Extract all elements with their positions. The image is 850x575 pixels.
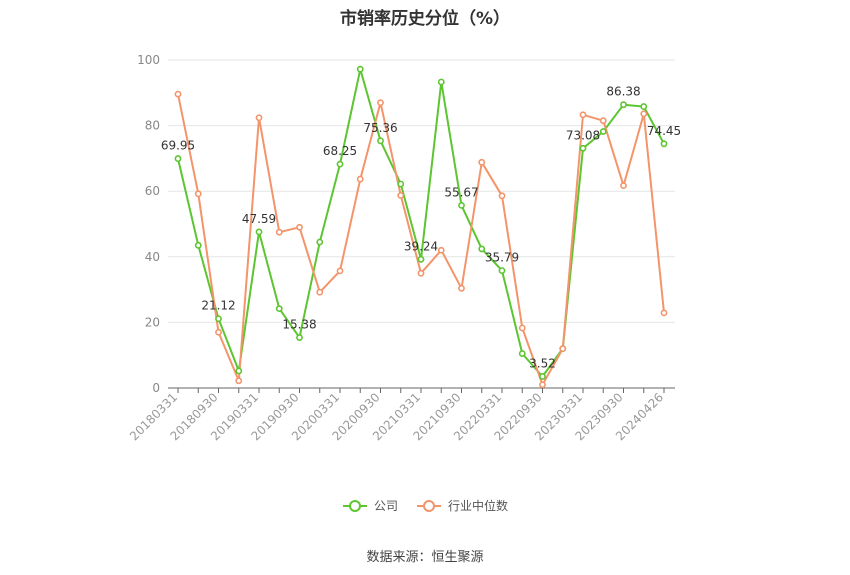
data-point — [620, 182, 627, 190]
data-point — [356, 175, 364, 183]
data-point — [255, 114, 263, 122]
data-point — [579, 111, 587, 119]
data-point — [539, 381, 546, 389]
data-point — [599, 117, 607, 125]
data-point — [660, 140, 668, 148]
data-label: 73.08 — [566, 128, 600, 142]
data-label: 3.52 — [529, 356, 556, 370]
data-point — [296, 223, 303, 231]
data-point — [377, 137, 384, 145]
data-point — [275, 228, 283, 236]
grid-lines — [168, 59, 675, 323]
y-tick-label: 20 — [145, 315, 160, 329]
legend-marker-industry-median-icon — [417, 499, 441, 512]
data-labels: 69.95 21.12 47.59 15.38 68.25 75.36 39.24 55.67… — [161, 85, 681, 371]
data-label: 74.45 — [647, 124, 681, 138]
data-label: 55.67 — [444, 185, 478, 199]
data-point — [316, 288, 324, 296]
data-point — [275, 305, 283, 313]
data-point — [640, 103, 648, 110]
source-note: 数据来源：恒生聚源 — [366, 550, 484, 565]
data-point — [620, 101, 627, 109]
data-point — [458, 202, 465, 209]
legend: 公司 行业中位数 — [0, 497, 850, 514]
data-label: 35.79 — [485, 251, 519, 265]
data-point — [437, 78, 445, 86]
data-point — [478, 158, 486, 166]
data-point — [377, 99, 384, 107]
data-label: 21.12 — [201, 299, 235, 313]
series-points — [174, 65, 668, 389]
data-point — [660, 309, 668, 317]
data-point — [336, 267, 344, 275]
data-point — [518, 324, 526, 332]
data-point — [417, 269, 425, 277]
legend-label-industry-median: 行业中位数 — [448, 499, 509, 513]
data-point — [235, 367, 243, 375]
data-point — [356, 65, 364, 73]
data-point — [579, 144, 587, 152]
data-point — [397, 180, 405, 188]
legend-marker-company-icon — [342, 499, 367, 512]
y-tick-label: 100 — [137, 53, 160, 67]
data-point — [478, 245, 486, 253]
y-tick-label: 80 — [145, 119, 160, 133]
axes: 0204060801002018033120180930201903312019… — [127, 53, 675, 443]
chart-title: 市销率历史分位（%） — [339, 9, 511, 29]
data-point — [559, 345, 567, 353]
y-tick-label: 0 — [152, 381, 160, 395]
data-point — [498, 267, 506, 275]
data-point — [174, 155, 182, 162]
data-point — [437, 246, 445, 254]
data-point — [316, 238, 324, 246]
data-label: 69.95 — [161, 139, 195, 153]
data-point — [215, 315, 222, 323]
data-label: 47.59 — [242, 212, 276, 226]
data-label: 75.36 — [363, 121, 397, 135]
data-label: 15.38 — [282, 318, 316, 332]
data-point — [174, 90, 182, 98]
data-point — [296, 334, 303, 341]
y-tick-label: 60 — [145, 184, 160, 198]
data-point — [255, 228, 263, 236]
legend-label-company: 公司 — [373, 499, 398, 513]
data-label: 39.24 — [404, 239, 438, 253]
data-point — [235, 377, 243, 385]
data-point — [518, 350, 526, 357]
data-point — [397, 192, 405, 199]
data-point — [539, 373, 546, 380]
series-lines — [177, 68, 665, 386]
data-point — [458, 284, 465, 292]
legend-item-company[interactable]: 公司 — [342, 497, 398, 514]
data-point — [215, 328, 222, 336]
data-label: 86.38 — [606, 85, 640, 99]
legend-item-industry-median[interactable]: 行业中位数 — [416, 497, 508, 514]
data-point — [336, 160, 344, 168]
data-point — [599, 128, 607, 135]
y-tick-label: 40 — [145, 250, 160, 264]
data-label: 68.25 — [323, 144, 357, 158]
data-point — [194, 190, 202, 198]
data-point — [640, 110, 648, 118]
data-point — [498, 192, 506, 200]
data-point — [417, 255, 425, 263]
data-point — [194, 241, 202, 249]
